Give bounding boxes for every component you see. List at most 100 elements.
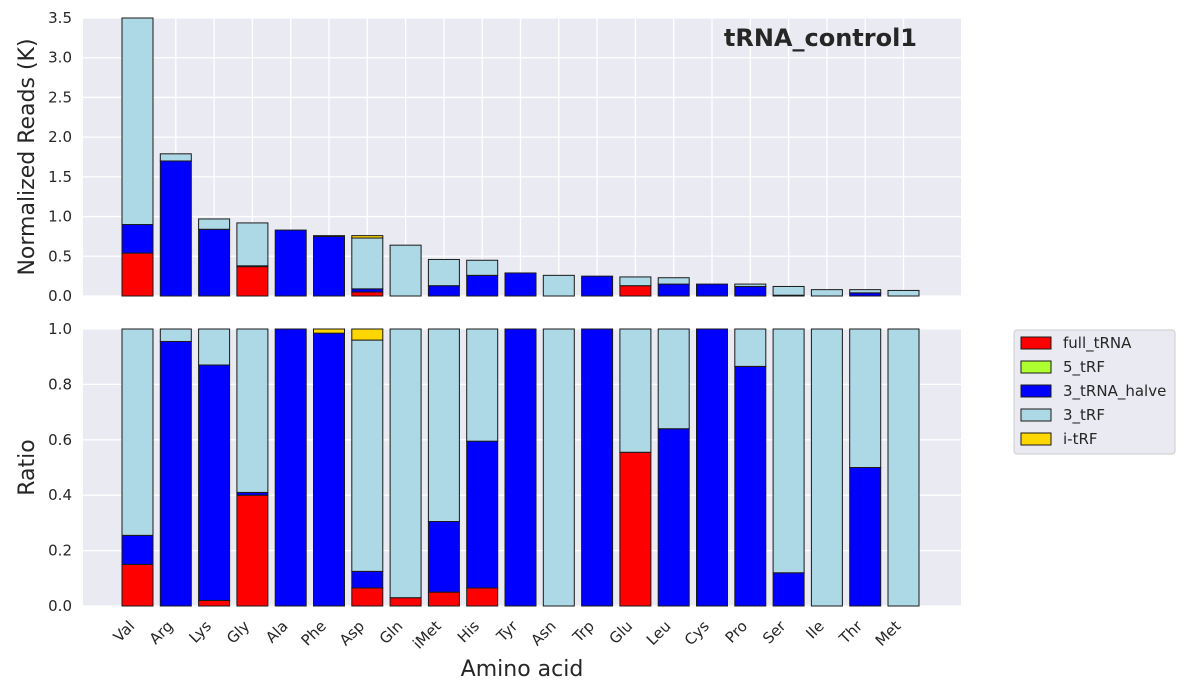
y-tick-label: 1.0 — [48, 320, 72, 338]
bar-segment-full-trna — [389, 597, 422, 607]
bar-segment-3-trf — [236, 328, 269, 493]
x-tick-label: Met — [872, 617, 905, 650]
bar-segment-3-trna-halve — [427, 521, 460, 593]
bar-segment-3-trf — [542, 328, 575, 607]
bar-segment-3-trf — [887, 289, 920, 297]
bar-segment-3-trna-halve — [696, 283, 728, 297]
x-tick-label: Gln — [376, 617, 407, 648]
reads-y-axis-label: Normalized Reads (K) — [15, 38, 40, 275]
bar-segment-3-trna-halve — [121, 224, 154, 254]
bar-segment-3-trf — [121, 328, 154, 536]
bar-segment-3-trf — [772, 285, 805, 296]
bar-segment-3-trf — [236, 222, 269, 267]
legend-swatch — [1020, 408, 1052, 422]
bar-segment-i-trf — [351, 235, 384, 239]
bar-segment-3-trf — [887, 328, 920, 607]
x-tick-label: Leu — [643, 617, 675, 649]
bar-segment-3-trf — [542, 274, 575, 297]
y-tick-label: 0.0 — [48, 597, 72, 615]
legend-box — [1013, 329, 1176, 455]
legend-swatch — [1020, 360, 1052, 374]
bar-segment-3-trna-halve — [849, 467, 882, 607]
bar-segment-3-trna-halve — [121, 534, 154, 565]
legend-label: 3_tRNA_halve — [1063, 382, 1166, 401]
bar-segment-3-trf — [810, 328, 843, 607]
bar-segment-3-trna-halve — [581, 275, 614, 297]
bar-segment-3-trf — [121, 17, 154, 226]
x-tick-label: Phe — [297, 617, 329, 649]
x-tick-label: Lys — [185, 617, 215, 647]
x-tick-label: Cys — [681, 617, 713, 649]
bar-segment-3-trf — [657, 277, 690, 285]
bar-segment-3-trf — [159, 153, 192, 162]
bar-segment-3-trf — [389, 244, 422, 297]
ratio-y-ticks: 0.0 0.2 0.4 0.6 0.8 1.0 — [48, 320, 72, 615]
ratio-bars — [121, 328, 920, 607]
legend-label: 5_tRF — [1063, 358, 1105, 377]
x-tick-label: Arg — [146, 617, 177, 648]
y-tick-label: 0.2 — [48, 542, 72, 560]
bar-segment-full-trna — [198, 599, 231, 607]
bar-segment-3-trf — [810, 289, 843, 297]
bar-segment-3-trf — [619, 276, 652, 287]
bar-segment-3-trna-halve — [657, 283, 690, 297]
bar-segment-full-trna — [236, 266, 269, 297]
x-tick-label: Ala — [262, 617, 291, 646]
x-tick-label: Val — [110, 617, 139, 646]
x-tick-label: Tyr — [492, 617, 521, 646]
bar-segment-3-trf — [619, 328, 652, 453]
bar-segment-full-trna — [466, 587, 499, 607]
bar-segment-3-trna-halve — [427, 285, 460, 297]
y-tick-label: 3.5 — [48, 9, 72, 27]
bar-segment-full-trna — [619, 451, 652, 607]
x-tick-label: iMet — [409, 617, 445, 653]
bar-segment-3-trf — [427, 258, 460, 287]
y-tick-label: 0.0 — [48, 287, 72, 305]
ratio-panel: 0.0 0.2 0.4 0.6 0.8 1.0 Ratio — [15, 320, 961, 615]
bar-segment-3-trf — [159, 328, 192, 342]
y-tick-label: 2.0 — [48, 128, 72, 146]
bar-segment-3-trf — [657, 328, 690, 430]
bar-segment-3-trf — [198, 328, 231, 366]
x-tick-label: Trp — [568, 617, 597, 646]
bar-segment-3-trna-halve — [159, 340, 192, 607]
reads-panel: 0.0 0.5 1.0 1.5 2.0 2.5 3.0 3.5 Normalized Read… — [15, 9, 961, 305]
x-tick-labels: Val Arg Lys Gly Ala Phe Asp Gln iMet His Tyr Asn Trp… — [110, 617, 905, 653]
bar-segment-3-trf — [772, 328, 805, 574]
x-tick-label: Pro — [722, 617, 752, 647]
y-tick-label: 0.4 — [48, 486, 72, 504]
bar-segment-3-trna-halve — [504, 272, 537, 297]
bar-segment-3-trna-halve — [466, 440, 499, 589]
ratio-y-axis-label: Ratio — [15, 439, 40, 495]
x-axis-label: Amino acid — [461, 657, 584, 682]
legend-label: full_tRNA — [1063, 334, 1132, 353]
bar-segment-3-trna-halve — [696, 328, 728, 607]
bar-segment-3-trna-halve — [657, 428, 690, 607]
bar-segment-3-trna-halve — [313, 332, 345, 607]
legend-swatch — [1020, 336, 1052, 350]
y-tick-label: 0.5 — [48, 247, 72, 265]
bar-segment-full-trna — [351, 587, 384, 607]
legend-swatch — [1020, 432, 1052, 446]
bar-segment-3-trna-halve — [466, 274, 499, 297]
bar-segment-3-trna-halve — [274, 229, 307, 297]
bar-segment-3-trf — [198, 218, 231, 230]
bar-segment-3-trf — [734, 283, 767, 287]
bar-segment-3-trf — [466, 259, 499, 276]
bar-segment-3-trna-halve — [734, 285, 767, 297]
bar-segment-full-trna — [121, 563, 154, 607]
bar-segment-3-trna-halve — [504, 328, 537, 607]
x-tick-label: His — [454, 617, 483, 646]
bar-segment-3-trna-halve — [198, 364, 231, 601]
bar-segment-3-trna-halve — [198, 228, 231, 297]
y-tick-label: 0.8 — [48, 375, 72, 393]
y-tick-label: 2.5 — [48, 88, 72, 106]
y-tick-label: 1.5 — [48, 168, 72, 186]
x-tick-label: Thr — [835, 617, 867, 649]
x-tick-label: Ser — [759, 617, 790, 648]
legend-label: 3_tRF — [1063, 406, 1105, 425]
y-tick-label: 0.6 — [48, 431, 72, 449]
x-tick-label: Asn — [527, 617, 559, 649]
bar-segment-full-trna — [427, 591, 460, 607]
